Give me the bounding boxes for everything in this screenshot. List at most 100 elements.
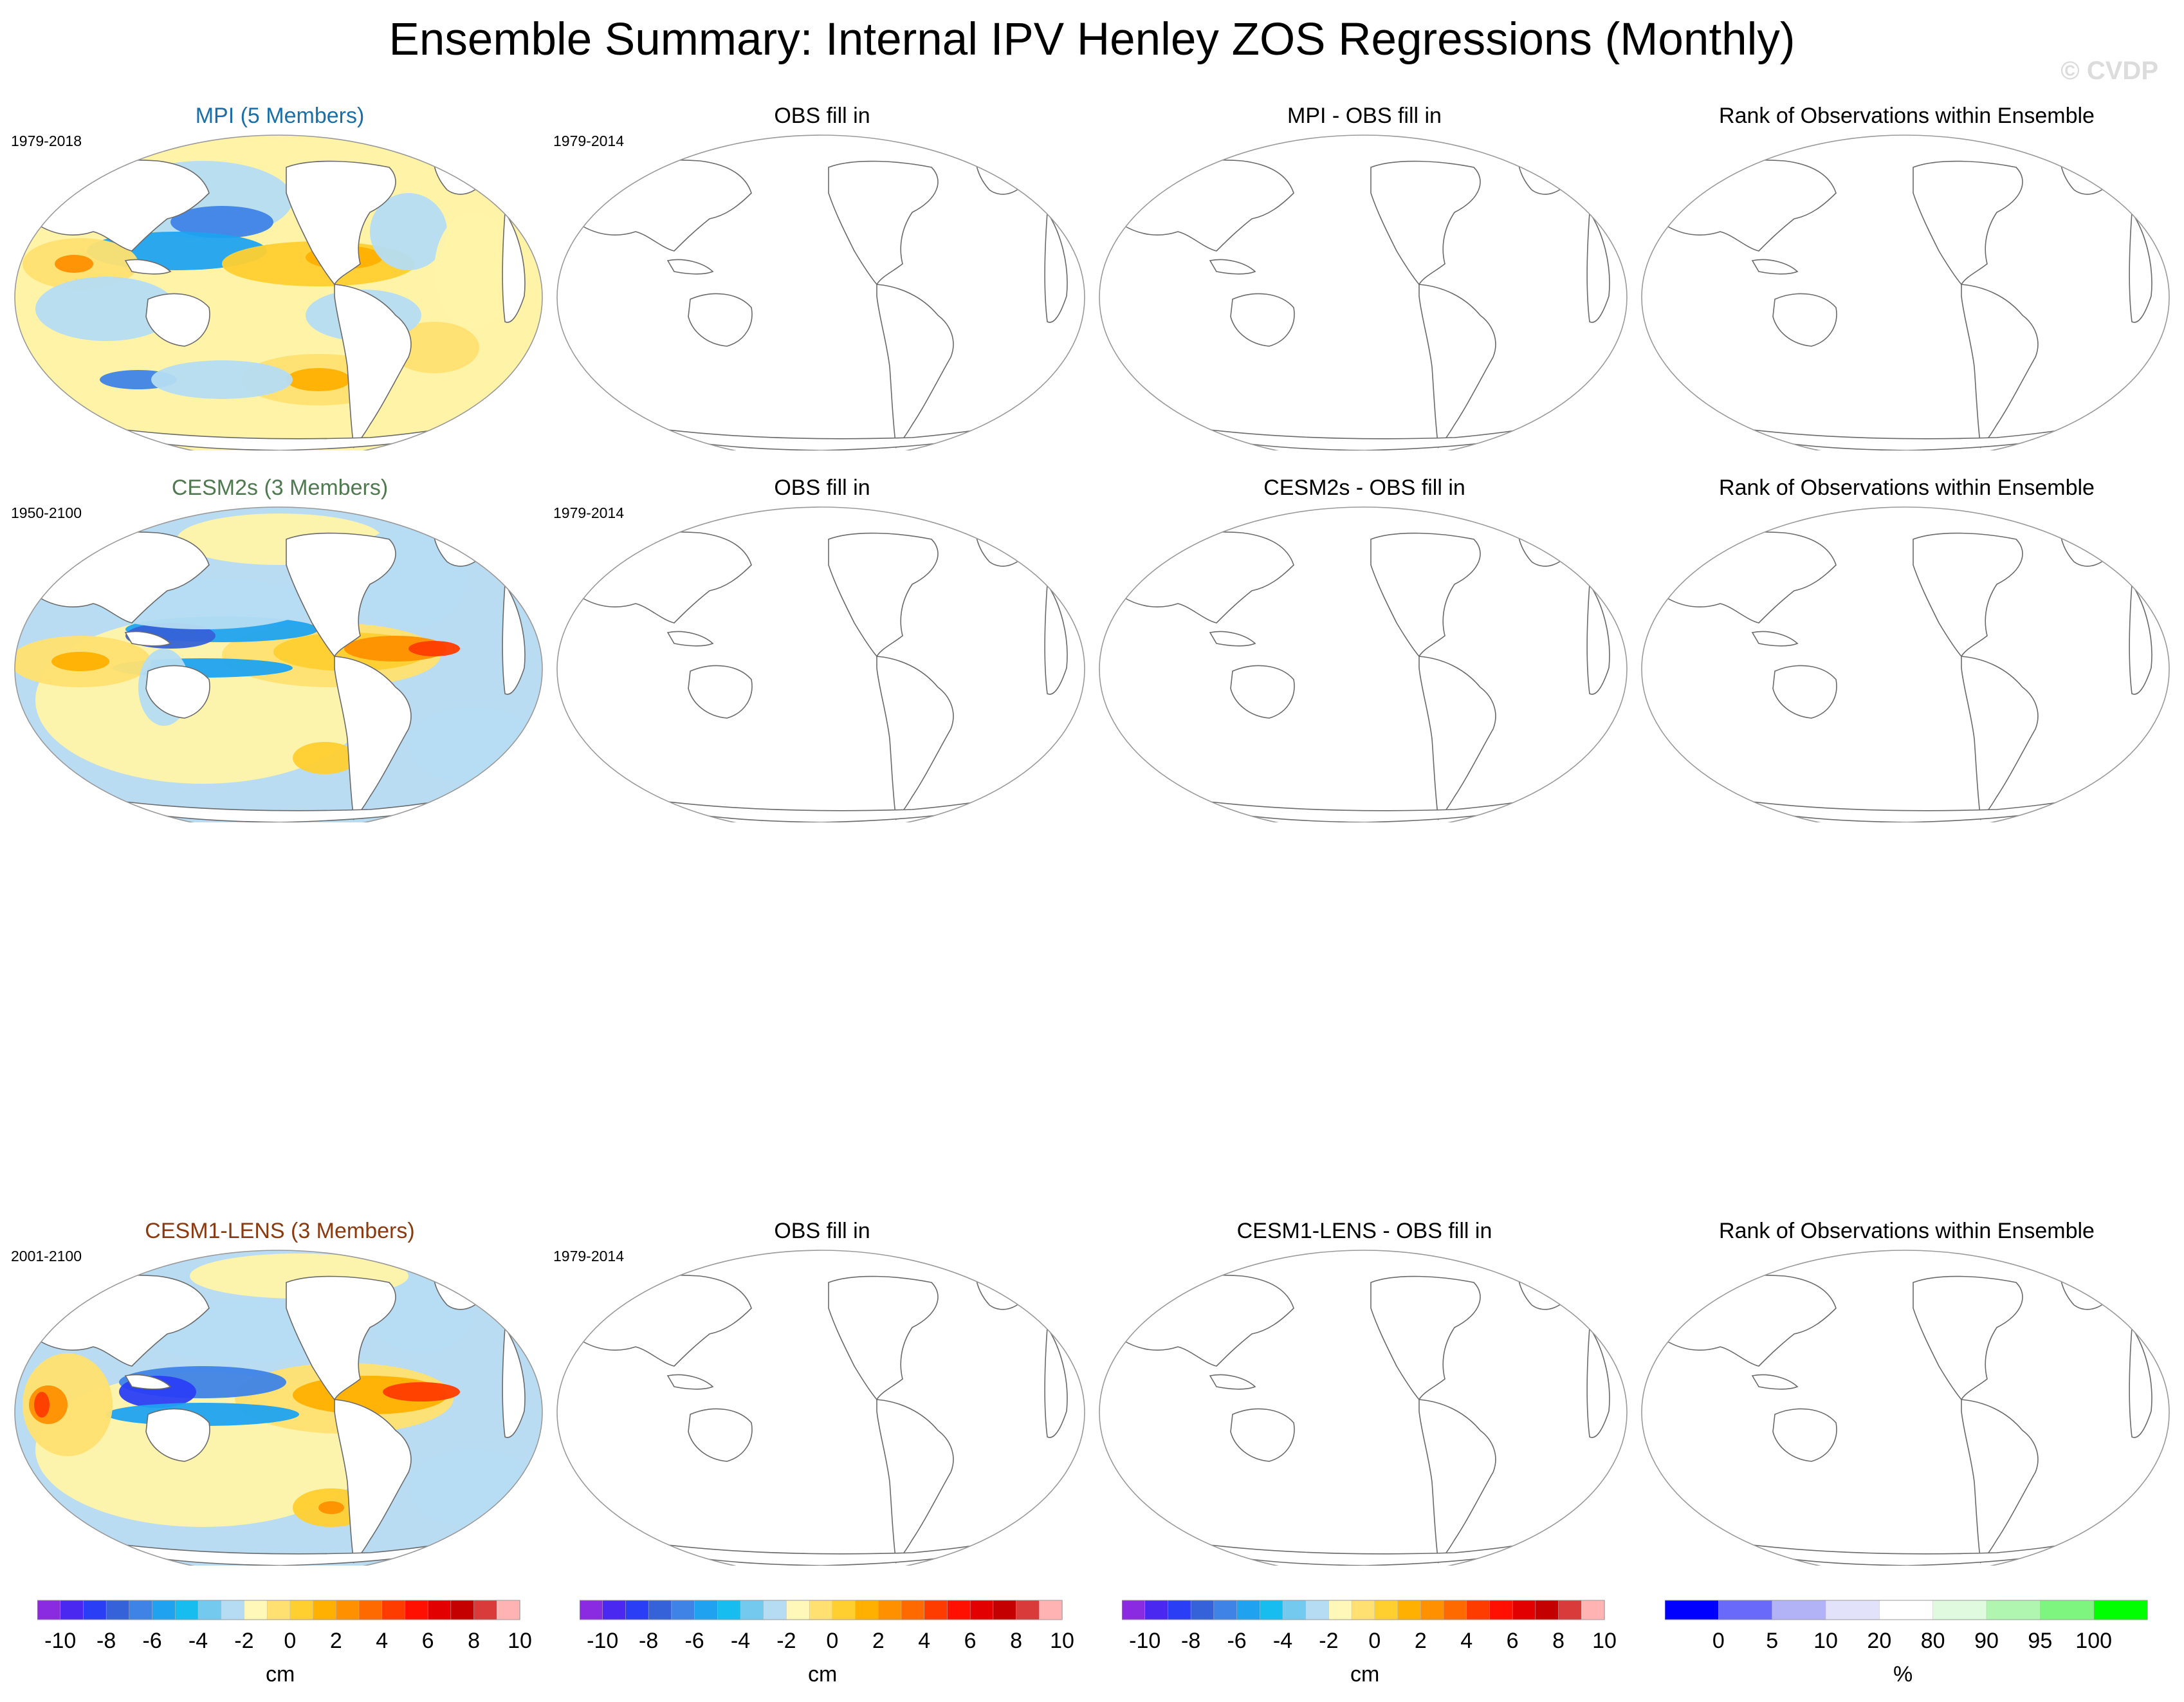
continent-outline [286,160,396,286]
continent-outline [502,582,526,695]
colorbar-tick-label: -6 [142,1629,162,1653]
colorbar-tick-label: -4 [1272,1629,1293,1653]
colorbar-swatch [129,1600,153,1620]
continent-outline [145,293,210,347]
colorbar-swatch [2040,1600,2095,1620]
watermark: © CVDP [2060,57,2158,85]
empty-world-map [1641,1250,2170,1566]
continent-outline [1751,259,1799,275]
colorbar-units: cm [1350,1662,1380,1687]
colorbar-tick-label: -2 [234,1629,254,1653]
colorbar-swatch [1144,1600,1169,1620]
colorbar-swatch [579,1600,603,1620]
continent-outline [1713,414,2126,450]
colorbar-swatch [1489,1600,1513,1620]
colorbar-swatch [336,1600,360,1620]
colorbar-swatch [244,1600,268,1620]
continent-outline [1370,160,1481,286]
colorbar-tick-label: -10 [587,1629,619,1653]
map-panel: MPI (5 Members) 1979-2018 [10,103,550,450]
field-contour [370,193,447,270]
colorbar-swatch [1581,1600,1605,1620]
colorbar-swatch [175,1600,199,1620]
continent-outline [569,532,752,624]
empty-world-map [1641,134,2170,450]
colorbar-swatch [1039,1600,1063,1620]
continent-outline [1112,532,1294,624]
colorbar-tick-label: 6 [421,1629,434,1653]
colorbar-tick-label: -4 [730,1629,751,1653]
colorbar-tick-label: 2 [329,1629,342,1653]
colorbar-swatch [450,1600,475,1620]
zos-regression-map [14,506,543,822]
colorbar-tick-label: 10 [1592,1629,1617,1653]
panel-period: 1979-2018 [11,133,82,149]
field-contour [434,212,511,328]
colorbar-units: cm [808,1662,838,1687]
colorbar-swatch [809,1600,833,1620]
continent-outline [1713,1530,2126,1566]
panel-title: CESM2s (3 Members) [171,476,389,500]
colorbar-swatch [221,1600,245,1620]
colorbar-tick-label: 6 [1506,1629,1519,1653]
map-border [556,506,1085,822]
continent-outline [828,160,939,286]
field-contour [170,206,273,238]
continent-outline [1209,1374,1256,1390]
continent-outline [2129,582,2152,695]
continent-outline [1586,582,1610,695]
field-contour [383,1382,460,1401]
continent-outline [629,1530,1042,1566]
colorbar-swatch [60,1600,84,1620]
map-panel: CESM1-LENS - OBS fill in [1094,1218,1635,1566]
continent-outline [1418,656,1496,820]
continent-outline [666,631,714,647]
continent-outline [1961,1399,2039,1564]
panel-period: 1979-2014 [553,504,624,521]
colorbar-swatch [1466,1600,1491,1620]
colorbar-swatch [1260,1600,1283,1620]
colorbar-tick-label: 95 [2028,1629,2053,1653]
panel-title: OBS fill in [774,1219,870,1243]
colorbar-tick-label: 8 [468,1629,481,1653]
colorbar-swatch [1932,1600,1987,1620]
colorbar-tick-label: -6 [1227,1629,1247,1653]
colorbar-tick-label: -4 [188,1629,208,1653]
colorbar-swatch [152,1600,176,1620]
continent-outline [1751,631,1799,647]
map-panel: CESM2s - OBS fill in [1094,475,1635,822]
continent-outline [1230,293,1295,347]
continent-outline [688,1408,753,1462]
map-border [1641,506,2170,822]
map-border [14,134,543,450]
colorbar-tick-label: 8 [1010,1629,1023,1653]
colorbar-swatch [993,1600,1017,1620]
colorbar-swatch [473,1600,498,1620]
colorbar-swatch [37,1600,61,1620]
panel-title: CESM2s - OBS fill in [1263,476,1465,500]
empty-world-map [1099,134,1628,450]
field-contour [34,1392,50,1418]
continent-outline [1209,631,1256,647]
colorbar-swatch [625,1600,649,1620]
field-contour [389,322,479,373]
empty-world-map [1099,506,1628,822]
continent-outline [2129,210,2152,323]
colorbar-swatch [497,1600,520,1620]
continent-outline [286,532,396,658]
colorbar-swatch [197,1600,222,1620]
empty-world-map [556,506,1085,822]
continent-outline [145,1408,210,1462]
continent-outline [1913,532,2023,658]
colorbar-swatch [405,1600,428,1620]
field-contour [318,1501,344,1514]
colorbar-swatch [1213,1600,1238,1620]
continent-outline [1418,284,1496,449]
map-border [1641,134,2170,450]
field-contour [286,368,351,391]
continent-outline [1418,1399,1496,1564]
colorbar-swatch [878,1600,902,1620]
colorbar-swatch [717,1600,741,1620]
colorbar-swatch [358,1600,383,1620]
empty-world-map [1641,506,2170,822]
